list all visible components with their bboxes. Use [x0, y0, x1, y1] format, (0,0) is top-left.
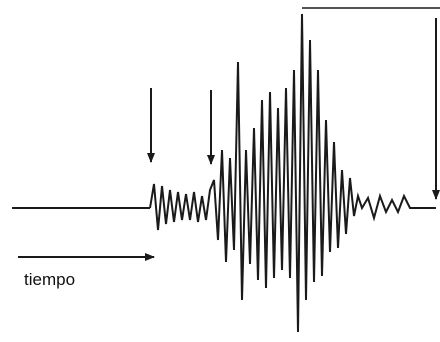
time-axis-label: tiempo — [24, 270, 76, 289]
seismic-waveform — [149, 13, 436, 333]
